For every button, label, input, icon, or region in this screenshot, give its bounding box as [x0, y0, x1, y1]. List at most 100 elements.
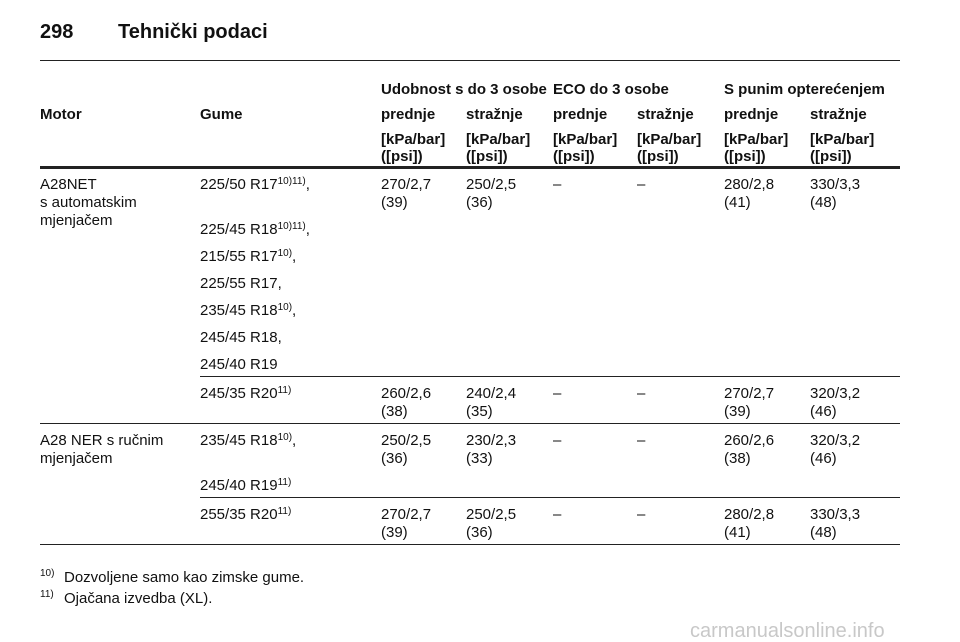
pressure-value: –: [637, 432, 646, 449]
column-header: stražnje: [466, 106, 523, 123]
unit-label: [kPa/bar]: [637, 131, 702, 148]
tire-suffix: ,: [292, 248, 297, 265]
pressure-value: (36): [466, 524, 493, 541]
pressure-value: (48): [810, 524, 837, 541]
rule: [200, 497, 900, 498]
footnote-mark: 10): [40, 568, 55, 579]
column-header: Gume: [200, 106, 243, 123]
unit-label: ([psi]): [466, 148, 508, 165]
tire-suffix: ,: [292, 302, 297, 319]
pressure-value: (38): [381, 403, 408, 420]
pressure-value: 240/2,4: [466, 385, 517, 402]
rule: [200, 376, 900, 377]
unit-label: ([psi]): [724, 148, 766, 165]
pressure-value: 230/2,3: [466, 432, 517, 449]
column-header: prednje: [381, 106, 436, 123]
footnote-ref: 11): [277, 477, 292, 488]
pressure-value: 330/3,3: [810, 506, 861, 523]
column-header: stražnje: [810, 106, 867, 123]
pressure-value: 250/2,5: [466, 506, 517, 523]
tire-text: 215/55 R17: [200, 248, 278, 265]
unit-label: ([psi]): [637, 148, 679, 165]
tire-text: 225/45 R18: [200, 221, 278, 238]
unit-label: ([psi]): [810, 148, 852, 165]
footnote-ref: 11): [277, 506, 292, 517]
pressure-value: (48): [810, 194, 837, 211]
unit-label: ([psi]): [381, 148, 423, 165]
unit-label: ([psi]): [553, 148, 595, 165]
tire-text: 235/45 R18: [200, 432, 278, 449]
pressure-value: –: [553, 385, 562, 402]
unit-label: [kPa/bar]: [810, 131, 875, 148]
pressure-value: –: [637, 176, 646, 193]
pressure-value: 320/3,2: [810, 385, 861, 402]
footnote-ref: 10): [277, 432, 293, 443]
footnote-text: Ojačana izvedba (XL).: [64, 590, 213, 607]
footnote-ref: 11): [277, 385, 292, 396]
tire-suffix: ,: [305, 221, 310, 238]
tire-size: 225/45 R1810)11),: [200, 221, 310, 239]
tire-text: 245/35 R20: [200, 385, 278, 402]
watermark: carmanualsonline.info: [690, 620, 885, 642]
group-header: ECO do 3 osobe: [553, 81, 669, 98]
unit-label: [kPa/bar]: [553, 131, 618, 148]
tire-suffix: ,: [292, 432, 297, 449]
pressure-value: 280/2,8: [724, 176, 775, 193]
pressure-value: (46): [810, 450, 837, 467]
tire-suffix: ,: [305, 176, 310, 193]
pressure-value: (39): [724, 403, 751, 420]
column-header: prednje: [553, 106, 608, 123]
tire-text: 235/45 R18: [200, 302, 278, 319]
tire-text: 255/35 R20: [200, 506, 278, 523]
tire-size: 245/45 R18,: [200, 329, 282, 347]
pressure-value: 320/3,2: [810, 432, 861, 449]
unit-label: [kPa/bar]: [381, 131, 446, 148]
pressure-value: –: [553, 506, 562, 523]
pressure-value: (46): [810, 403, 837, 420]
rule: [40, 60, 900, 61]
pressure-value: 250/2,5: [381, 432, 432, 449]
pressure-value: (33): [466, 450, 493, 467]
pressure-value: 280/2,8: [724, 506, 775, 523]
pressure-value: (41): [724, 524, 751, 541]
tire-text: 245/40 R19: [200, 477, 278, 494]
page-number: 298: [40, 21, 74, 43]
footnote-mark: 11): [40, 589, 54, 600]
pressure-value: 260/2,6: [724, 432, 775, 449]
footnote-ref: 10): [277, 302, 293, 313]
motor-label: s automatskim: [40, 194, 137, 211]
footnote-text: Dozvoljene samo kao zimske gume.: [64, 569, 305, 586]
pressure-value: 270/2,7: [381, 176, 432, 193]
pressure-value: (39): [381, 194, 408, 211]
pressure-value: –: [637, 385, 646, 402]
pressure-value: (36): [381, 450, 408, 467]
tire-size: 245/35 R2011): [200, 385, 291, 403]
tire-size: 225/55 R17,: [200, 275, 282, 293]
motor-label: mjenjačem: [40, 450, 113, 467]
tire-size: 225/50 R1710)11),: [200, 176, 310, 194]
tire-text: 245/45 R18,: [200, 329, 282, 346]
pressure-value: (39): [381, 524, 408, 541]
tire-size: 245/40 R19: [200, 356, 278, 374]
pressure-value: –: [637, 506, 646, 523]
pressure-value: 270/2,7: [724, 385, 775, 402]
motor-label: A28 NER s ručnim: [40, 432, 164, 449]
column-header: prednje: [724, 106, 779, 123]
pressure-value: 260/2,6: [381, 385, 432, 402]
motor-label: A28NET: [40, 176, 97, 193]
pressure-value: –: [553, 176, 562, 193]
rule: [40, 423, 900, 424]
column-header: stražnje: [637, 106, 694, 123]
footnote-ref: 10)11): [277, 221, 306, 232]
pressure-value: (41): [724, 194, 751, 211]
footnote-ref: 10): [277, 248, 293, 259]
motor-label: mjenjačem: [40, 212, 113, 229]
pressure-value: (35): [466, 403, 493, 420]
footnote-ref: 10)11): [277, 176, 306, 187]
tire-size: 235/45 R1810),: [200, 302, 296, 320]
group-header: S punim opterećenjem: [724, 81, 885, 98]
tire-size: 215/55 R1710),: [200, 248, 296, 266]
group-header: Udobnost s do 3 osobe: [381, 81, 547, 98]
page-title: Tehnički podaci: [118, 21, 268, 43]
